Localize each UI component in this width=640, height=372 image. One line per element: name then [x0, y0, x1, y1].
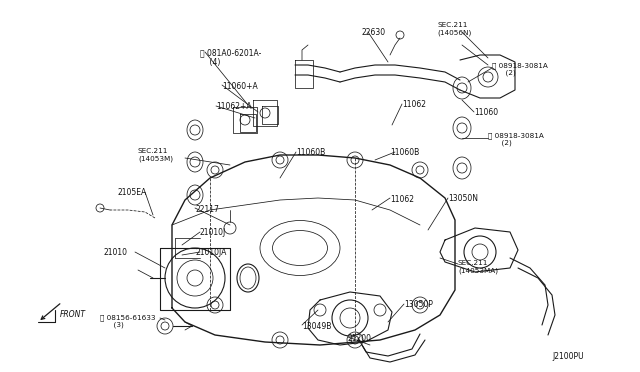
Text: 21010JA: 21010JA — [195, 248, 227, 257]
Text: Ⓝ 08918-3081A
      (2): Ⓝ 08918-3081A (2) — [488, 132, 544, 146]
Text: FRONT: FRONT — [60, 310, 86, 319]
Text: Ⓑ 081A0-6201A-
    (4): Ⓑ 081A0-6201A- (4) — [200, 48, 261, 67]
Text: 11062: 11062 — [402, 100, 426, 109]
Text: 13049B: 13049B — [302, 322, 332, 331]
Text: 11060+A: 11060+A — [222, 82, 258, 91]
Text: 22117: 22117 — [195, 205, 219, 214]
Text: 11060B: 11060B — [390, 148, 419, 157]
Text: 22630: 22630 — [362, 28, 386, 37]
Text: Ⓝ 08918-3081A
      (2): Ⓝ 08918-3081A (2) — [492, 62, 548, 76]
Text: 11062+A: 11062+A — [216, 102, 252, 111]
Text: J2100PU: J2100PU — [552, 352, 584, 361]
Text: 11060: 11060 — [474, 108, 498, 117]
Text: 11060B: 11060B — [296, 148, 325, 157]
Text: Ⓐ 08156-61633
      (3): Ⓐ 08156-61633 (3) — [100, 314, 156, 328]
Text: 21010: 21010 — [104, 248, 128, 257]
Text: 13050N: 13050N — [448, 194, 478, 203]
Text: 11062: 11062 — [390, 195, 414, 204]
Text: SEC.211
(14053M): SEC.211 (14053M) — [138, 148, 173, 161]
Text: 21010J: 21010J — [200, 228, 227, 237]
Text: 13050P: 13050P — [404, 300, 433, 309]
Text: 2105EA: 2105EA — [118, 188, 147, 197]
Text: SEC.211
(14056N): SEC.211 (14056N) — [437, 22, 471, 35]
Text: 21200: 21200 — [348, 334, 372, 343]
Text: SEC.211
(14053MA): SEC.211 (14053MA) — [458, 260, 498, 273]
